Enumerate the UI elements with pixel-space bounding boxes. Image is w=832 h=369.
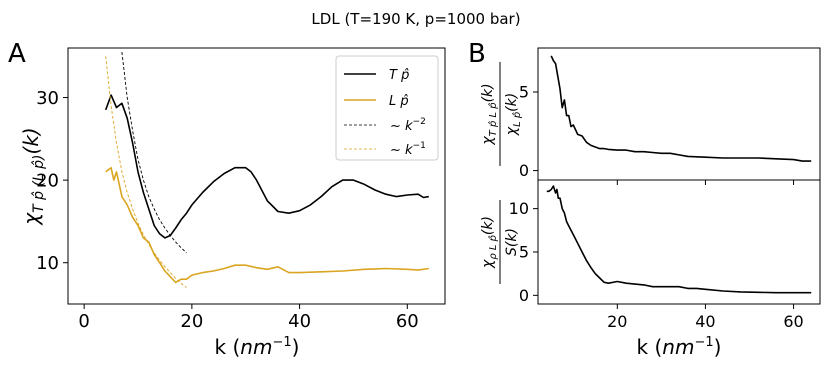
panel-b-bottom-xtick-label: 40	[695, 312, 715, 331]
panel-b-bottom-series-0	[546, 185, 812, 294]
panel-b-xlabel: k (nm−1)	[637, 335, 722, 359]
panel-a-series-1	[105, 166, 429, 284]
panel-b-top: 05 χT p̂ L p̂(k) χL p̂(k)	[480, 47, 821, 185]
panel-b-bottom-ytick-label: 5	[519, 243, 529, 262]
panel-b-bottom-ytick-label: 10	[509, 199, 529, 218]
panel-b-bottom-ytick-label: 0	[519, 286, 529, 305]
panel-b-top-ytick-label: 0	[519, 161, 529, 180]
panel-b-top-ylabel: χT p̂ L p̂(k) χL p̂(k)	[480, 62, 523, 166]
panel-a-series-2	[121, 52, 187, 254]
panel-b-bottom-ticks: 20 40 60 0 5 10	[509, 199, 804, 331]
panel-b-top-frame	[537, 47, 821, 181]
panel-b-top-ylabel-num: χT p̂ L p̂(k)	[480, 83, 499, 145]
panel-a-ylabel: χT p̂ (L p̂)(k)	[19, 127, 47, 225]
panel-a-series-3	[105, 56, 187, 288]
panel-label-a: A	[8, 39, 26, 69]
panel-a-xtick-label: 40	[288, 311, 311, 332]
panel-a-ytick-label: 20	[36, 170, 59, 191]
panel-a-ytick-label: 10	[36, 253, 59, 274]
legend-label-tp: T p̂	[389, 68, 409, 83]
panel-a-ticks: 0 20 40 60 10 20 30	[36, 88, 419, 332]
panel-a-frame	[67, 47, 446, 305]
legend-box	[335, 55, 439, 161]
panel-b-bottom-frame	[537, 179, 821, 305]
panel-a-ytick-label: 30	[36, 88, 59, 109]
panel-b-bottom-lines	[546, 185, 812, 294]
panel-a-lines	[104, 52, 429, 288]
figure-title: LDL (T=190 K, p=1000 bar)	[311, 10, 520, 28]
panel-b-top-series-0	[550, 55, 812, 162]
panel-a-xtick-label: 20	[180, 311, 203, 332]
panel-b-bottom-xtick-label: 20	[607, 312, 627, 331]
panel-b-bottom-ylabel-den: S(k)	[504, 228, 520, 256]
panel-a-xlabel: k (nm−1)	[215, 335, 300, 359]
legend: T p̂ L p̂ ~ k−2 ~ k−1	[335, 55, 439, 161]
panel-b-top-ytick-label: 5	[519, 83, 529, 102]
panel-label-b: B	[468, 39, 486, 69]
panel-a-xtick-label: 60	[396, 311, 419, 332]
panel-b-bottom-xtick-label: 60	[783, 312, 803, 331]
panel-b-top-lines	[550, 55, 812, 162]
legend-label-lp: L p̂	[389, 94, 409, 109]
panel-a-xtick-label: 0	[78, 311, 89, 332]
panel-b-top-ticks: 05	[519, 83, 795, 185]
panel-a-series-0	[104, 94, 429, 239]
panel-b-bottom-ylabel-num: χρ L p̂(k)	[480, 216, 499, 269]
panel-a: 0 20 40 60 10 20 30 χT p̂ (L p̂)(k) k (nm−1) T…	[19, 47, 446, 359]
panel-b-bottom: 20 40 60 0 5 10 χρ L p̂(k) S(k) k (nm−1)	[480, 179, 821, 359]
